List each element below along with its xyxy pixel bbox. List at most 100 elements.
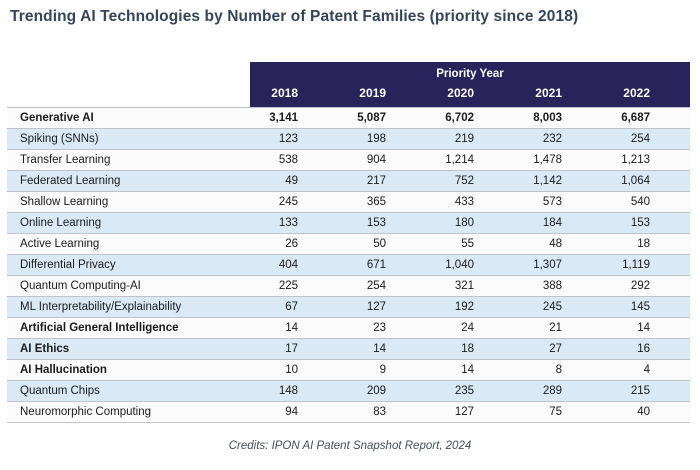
row-label: AI Hallucination	[20, 364, 107, 376]
row-label: Online Learning	[20, 217, 102, 229]
column-header-2019: 2019	[359, 86, 386, 100]
table-row: Quantum Computing-AI 225 254 321 388 292	[7, 275, 690, 296]
column-header-2021: 2021	[535, 86, 562, 100]
table-row: ML Interpretability/Explainability 67 127 1…	[7, 296, 690, 317]
column-header-2020: 2020	[447, 86, 474, 100]
cell-value: 27	[549, 343, 562, 355]
table-row: AI Hallucination 10 9 14 8 4	[7, 359, 690, 380]
cell-value: 365	[366, 196, 386, 208]
cell-value: 9	[379, 364, 386, 376]
cell-value: 50	[373, 238, 386, 250]
year-column-headers: 2018 2019 2020 2021 2022	[250, 83, 690, 107]
cell-value: 1,142	[533, 175, 562, 187]
cell-value: 540	[630, 196, 650, 208]
cell-value: 232	[542, 133, 562, 145]
cell-value: 184	[542, 217, 562, 229]
table-row: Quantum Chips 148 209 235 289 215	[7, 380, 690, 401]
row-label: AI Ethics	[20, 343, 70, 355]
row-label: Active Learning	[20, 238, 100, 250]
cell-value: 18	[637, 238, 650, 250]
cell-value: 1,064	[621, 175, 650, 187]
table-row: Transfer Learning 538 904 1,214 1,478 1,213	[7, 149, 690, 170]
cell-value: 16	[637, 343, 650, 355]
cell-value: 198	[366, 133, 386, 145]
cell-value: 752	[454, 175, 474, 187]
cell-value: 153	[366, 217, 386, 229]
cell-value: 14	[637, 322, 650, 334]
table-body: Generative AI 3,141 5,087 6,702 8,003 6,687 Sp…	[7, 107, 690, 423]
table-header: Priority Year 2018 2019 2020 2021 2022	[7, 62, 690, 107]
row-label: Transfer Learning	[20, 154, 111, 166]
table-row: Generative AI 3,141 5,087 6,702 8,003 6,687	[7, 107, 690, 128]
cell-value: 289	[542, 385, 562, 397]
cell-value: 192	[454, 301, 474, 313]
cell-value: 433	[454, 196, 474, 208]
row-label: Differential Privacy	[20, 259, 116, 271]
cell-value: 123	[278, 133, 298, 145]
cell-value: 1,478	[533, 154, 562, 166]
cell-value: 6,687	[621, 112, 650, 124]
cell-value: 8	[555, 364, 562, 376]
cell-value: 133	[278, 217, 298, 229]
cell-value: 215	[630, 385, 650, 397]
cell-value: 6,702	[445, 112, 474, 124]
cell-value: 23	[373, 322, 386, 334]
cell-value: 21	[549, 322, 562, 334]
cell-value: 14	[461, 364, 474, 376]
patent-families-table: Priority Year 2018 2019 2020 2021 2022 Gener…	[7, 62, 690, 423]
cell-value: 292	[630, 280, 650, 292]
row-label: ML Interpretability/Explainability	[20, 301, 182, 313]
cell-value: 254	[366, 280, 386, 292]
cell-value: 1,213	[621, 154, 650, 166]
table-row: Active Learning 26 50 55 48 18	[7, 233, 690, 254]
cell-value: 245	[278, 196, 298, 208]
cell-value: 321	[454, 280, 474, 292]
cell-value: 14	[285, 322, 298, 334]
cell-value: 388	[542, 280, 562, 292]
cell-value: 5,087	[357, 112, 386, 124]
cell-value: 18	[461, 343, 474, 355]
cell-value: 127	[454, 406, 474, 418]
priority-year-header-block: Priority Year 2018 2019 2020 2021 2022	[250, 62, 690, 107]
table-row: AI Ethics 17 14 18 27 16	[7, 338, 690, 359]
cell-value: 209	[366, 385, 386, 397]
cell-value: 404	[278, 259, 298, 271]
cell-value: 40	[637, 406, 650, 418]
cell-value: 217	[366, 175, 386, 187]
cell-value: 254	[630, 133, 650, 145]
row-label: Neuromorphic Computing	[20, 406, 152, 418]
cell-value: 127	[366, 301, 386, 313]
cell-value: 671	[366, 259, 386, 271]
cell-value: 1,040	[445, 259, 474, 271]
row-label: Quantum Computing-AI	[20, 280, 141, 292]
cell-value: 4	[643, 364, 650, 376]
cell-value: 235	[454, 385, 474, 397]
cell-value: 245	[542, 301, 562, 313]
row-label: Shallow Learning	[20, 196, 109, 208]
cell-value: 83	[373, 406, 386, 418]
cell-value: 24	[461, 322, 474, 334]
table-row: Neuromorphic Computing 94 83 127 75 40	[7, 401, 690, 422]
cell-value: 219	[454, 133, 474, 145]
row-label: Spiking (SNNs)	[20, 133, 99, 145]
cell-value: 1,307	[533, 259, 562, 271]
row-label: Artificial General Intelligence	[20, 322, 179, 334]
cell-value: 148	[278, 385, 298, 397]
cell-value: 17	[285, 343, 298, 355]
cell-value: 75	[549, 406, 562, 418]
cell-value: 26	[285, 238, 298, 250]
cell-value: 573	[542, 196, 562, 208]
priority-year-label: Priority Year	[436, 68, 504, 80]
column-header-2018: 2018	[271, 86, 298, 100]
cell-value: 1,119	[622, 259, 650, 271]
cell-value: 10	[285, 364, 298, 376]
table-row: Differential Privacy 404 671 1,040 1,307 1,11…	[7, 254, 690, 275]
cell-value: 48	[549, 238, 562, 250]
cell-value: 55	[461, 238, 474, 250]
cell-value: 67	[285, 301, 298, 313]
table-row: Federated Learning 49 217 752 1,142 1,064	[7, 170, 690, 191]
cell-value: 1,214	[445, 154, 474, 166]
cell-value: 145	[630, 301, 650, 313]
cell-value: 8,003	[533, 112, 562, 124]
cell-value: 538	[278, 154, 298, 166]
